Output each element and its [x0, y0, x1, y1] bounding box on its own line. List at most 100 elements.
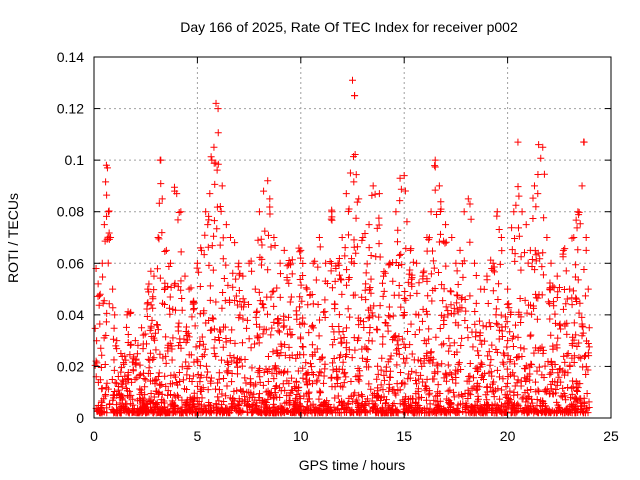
data-point-dense [576, 220, 584, 228]
data-point-dense [492, 319, 500, 327]
data-point-dense [495, 280, 503, 288]
data-point-dense [248, 409, 256, 417]
data-point-dense [577, 354, 585, 362]
data-point-dense [575, 211, 583, 219]
data-point-dense [431, 162, 439, 170]
data-point-dense [555, 373, 563, 381]
data-point-dense [284, 313, 292, 321]
data-point-dense [268, 369, 276, 377]
data-point-dense [177, 248, 185, 256]
data-point [504, 285, 512, 293]
data-point-dense [487, 256, 495, 264]
data-point-dense [219, 323, 227, 331]
data-point-dense [556, 321, 564, 329]
data-point-dense [164, 387, 172, 395]
data-point [522, 221, 530, 229]
data-point-dense [210, 232, 218, 240]
data-point-dense [155, 369, 163, 377]
data-point-dense [316, 401, 324, 409]
data-point-dense [367, 289, 375, 297]
data-point-dense [362, 398, 370, 406]
data-point-dense [379, 340, 387, 348]
data-point-dense [457, 342, 465, 350]
data-point [456, 246, 464, 254]
data-point-dense [258, 261, 266, 269]
data-point-dense [160, 286, 168, 294]
data-point-dense [162, 359, 170, 367]
data-point-dense [482, 323, 490, 331]
data-point-dense [321, 314, 329, 322]
data-point-dense [224, 367, 232, 375]
data-point-dense [554, 369, 562, 377]
data-point-dense [442, 262, 450, 270]
data-point-dense [582, 246, 590, 254]
data-point-dense [418, 317, 426, 325]
data-point-dense [473, 397, 481, 405]
data-point-dense [295, 400, 303, 408]
data-point-dense [514, 391, 522, 399]
data-point-dense [553, 381, 561, 389]
data-point-dense [396, 386, 404, 394]
data-point-dense [194, 382, 202, 390]
data-point-dense [435, 238, 443, 246]
y-tick-label: 0.12 [57, 101, 84, 117]
data-point-dense [576, 408, 584, 416]
data-point-dense [241, 298, 249, 306]
data-point-dense [453, 267, 461, 275]
data-point-dense [154, 326, 162, 334]
data-point-dense [238, 339, 246, 347]
data-point-dense [420, 405, 428, 413]
data-point [427, 208, 435, 216]
data-point-dense [506, 358, 514, 366]
data-point-dense [198, 333, 206, 341]
data-point-dense [555, 283, 563, 291]
data-point-dense [344, 305, 352, 313]
data-point-dense [397, 303, 405, 311]
data-point-dense [580, 265, 588, 273]
data-point-dense [105, 300, 113, 308]
data-point-dense [190, 358, 198, 366]
data-point-dense [256, 390, 264, 398]
data-point-dense [515, 192, 523, 200]
data-point-dense [404, 375, 412, 383]
data-point-dense [203, 373, 211, 381]
data-point-dense [264, 266, 272, 274]
data-point-dense [419, 305, 427, 313]
data-point-dense [308, 341, 316, 349]
data-point-dense [97, 408, 105, 416]
data-point-dense [160, 399, 168, 407]
data-point-dense [361, 408, 369, 416]
data-point [369, 182, 377, 190]
data-point-dense [530, 349, 538, 357]
data-point-dense [341, 405, 349, 413]
data-point [392, 208, 400, 216]
data-point-dense [506, 387, 514, 395]
data-point [322, 259, 330, 267]
data-point-dense [483, 383, 491, 391]
data-point-dense [531, 247, 539, 255]
data-point-dense [435, 402, 443, 410]
data-point-dense [127, 308, 135, 316]
data-point-dense [431, 163, 439, 171]
data-point-dense [285, 256, 293, 264]
data-point-dense [420, 267, 428, 275]
data-point-dense [386, 373, 394, 381]
data-point-dense [428, 297, 436, 305]
data-point-dense [267, 331, 275, 339]
data-point-dense [445, 334, 453, 342]
data-point-dense [298, 343, 306, 351]
data-point-dense [304, 301, 312, 309]
data-point-dense [153, 265, 161, 273]
data-point-dense [532, 203, 540, 211]
data-point-dense [338, 338, 346, 346]
data-point-dense [228, 378, 236, 386]
data-point-dense [123, 387, 131, 395]
data-point-dense [221, 297, 229, 305]
data-point-dense [315, 395, 323, 403]
data-point-dense [186, 394, 194, 402]
data-point-dense [134, 341, 142, 349]
data-point-dense [448, 371, 456, 379]
data-point-dense [220, 375, 228, 383]
data-point-dense [316, 387, 324, 395]
data-point-dense [531, 378, 539, 386]
